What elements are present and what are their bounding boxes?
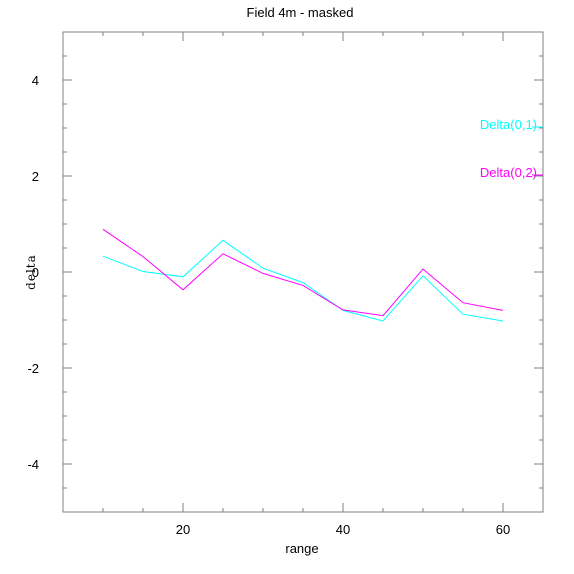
x-tick-label: 60	[496, 522, 510, 537]
y-tick-label: -2	[27, 361, 39, 376]
y-tick-label: -4	[27, 457, 39, 472]
axis-tick-labels: 20 40 60 -4 -2 0 2 4	[27, 73, 510, 537]
plot-frame	[62, 31, 544, 513]
legend: Delta(0,1) Delta(0,2)	[480, 117, 543, 180]
x-tick-label: 40	[336, 522, 350, 537]
chart-title: Field 4m - masked	[247, 5, 354, 20]
series-lines	[102, 228, 504, 322]
y-tick-label: 0	[32, 265, 39, 280]
legend-entry-label: Delta(0,1)	[480, 117, 537, 132]
series-line-2	[102, 228, 504, 317]
legend-entry-label: Delta(0,2)	[480, 165, 537, 180]
y-axis-label: delta	[24, 254, 38, 290]
x-axis-label: range	[285, 541, 318, 556]
series-line-1	[102, 239, 504, 322]
axis-ticks	[62, 31, 544, 513]
y-tick-label: 4	[32, 73, 39, 88]
x-tick-label: 20	[176, 522, 190, 537]
y-tick-label: 2	[32, 169, 39, 184]
